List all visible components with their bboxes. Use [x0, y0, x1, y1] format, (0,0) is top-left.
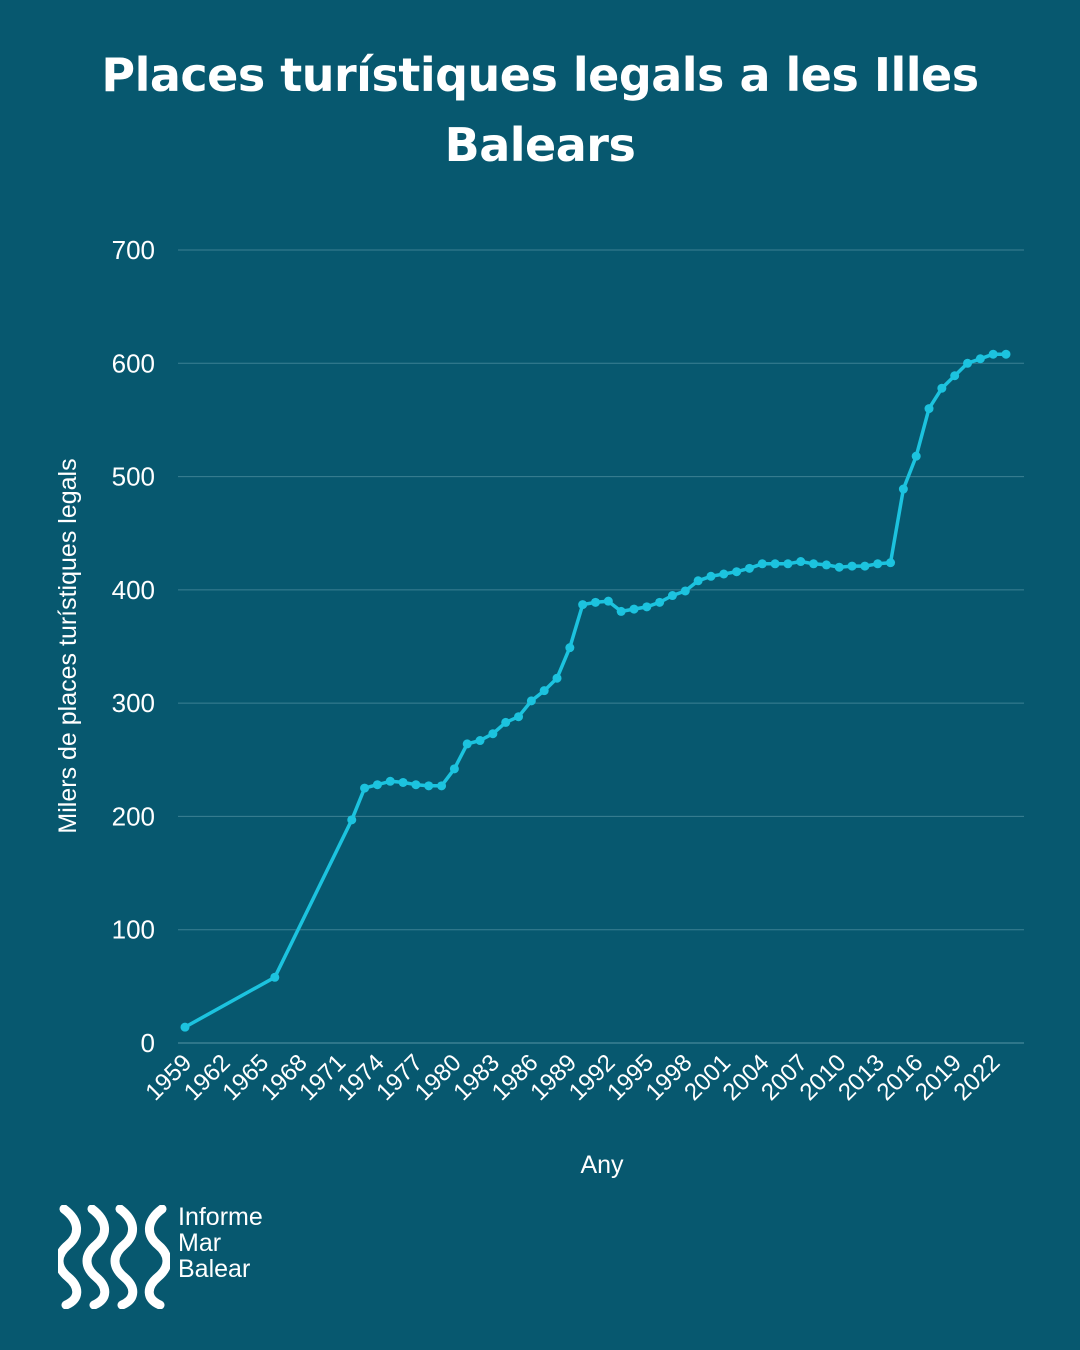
data-point	[642, 602, 652, 612]
data-point	[360, 783, 370, 793]
data-point	[924, 404, 934, 414]
data-point	[834, 562, 844, 572]
data-point	[424, 781, 434, 791]
series-points	[180, 349, 1011, 1032]
y-tick-label: 500	[112, 462, 155, 492]
data-point	[886, 558, 896, 568]
data-point	[809, 559, 819, 569]
data-point	[501, 717, 511, 727]
data-point	[950, 371, 960, 381]
y-tick-label: 0	[141, 1028, 155, 1058]
data-point	[180, 1022, 190, 1032]
data-point	[449, 764, 459, 774]
chart-title: Places turístiques legals a les Illes Ba…	[101, 48, 979, 172]
y-tick-label: 300	[112, 688, 155, 718]
data-point	[565, 643, 575, 653]
y-tick-label: 700	[112, 235, 155, 265]
data-point	[873, 559, 883, 569]
data-point	[898, 484, 908, 494]
data-point	[398, 777, 408, 787]
y-tick-label: 100	[112, 915, 155, 945]
data-point	[514, 712, 524, 722]
waves-logo-icon	[58, 1205, 170, 1309]
data-point	[732, 567, 742, 577]
data-point	[744, 563, 754, 573]
data-point	[488, 729, 498, 739]
data-point	[847, 561, 857, 571]
x-axis-label: Any	[580, 1151, 624, 1179]
series-line	[183, 352, 1008, 1029]
data-point	[462, 739, 472, 749]
data-point	[411, 780, 421, 790]
data-point	[347, 815, 357, 825]
y-tick-label: 600	[112, 348, 155, 378]
data-point	[770, 559, 780, 569]
y-axis-label: Milers de places turístiques legals	[54, 458, 82, 833]
brand-line-1: Informe	[178, 1203, 263, 1231]
data-point	[591, 597, 600, 607]
data-point	[963, 358, 973, 368]
data-point	[667, 591, 677, 601]
data-point	[988, 349, 998, 359]
data-point	[975, 354, 985, 364]
data-point	[860, 561, 870, 571]
data-point	[706, 571, 716, 581]
data-point	[693, 576, 703, 586]
data-point	[757, 559, 767, 569]
y-tick-label: 200	[112, 801, 155, 831]
data-point	[719, 569, 729, 579]
data-point	[552, 673, 562, 683]
data-point	[616, 606, 626, 616]
data-point	[680, 586, 690, 596]
gridlines	[178, 249, 1024, 1044]
data-point	[475, 736, 485, 746]
data-point	[526, 696, 536, 706]
brand-line-2: Mar	[178, 1229, 222, 1257]
data-point	[385, 776, 395, 786]
data-point	[796, 557, 806, 567]
data-point	[539, 686, 549, 696]
x-tick-label: 2022	[949, 1049, 1006, 1106]
y-axis-ticks: 0 100 200 300 400 500 600 700	[112, 235, 155, 1058]
data-point	[1001, 349, 1011, 359]
data-point	[603, 596, 613, 606]
data-point	[655, 597, 665, 607]
data-point	[821, 560, 831, 570]
data-point	[578, 600, 588, 610]
data-point	[783, 559, 793, 569]
data-point	[937, 383, 947, 393]
y-tick-label: 400	[112, 575, 155, 605]
data-point	[911, 451, 921, 461]
data-point	[372, 780, 382, 790]
line-chart: 0 100 200 300 400 500 600 700 19591962196519681…	[54, 235, 1024, 1179]
data-point	[437, 781, 447, 791]
data-point	[270, 972, 280, 982]
data-point	[629, 604, 639, 614]
brand-line-3: Balear	[178, 1255, 251, 1283]
x-axis-ticks: 1959196219651968197119741977198019831986…	[140, 1049, 1005, 1106]
brand-name: Informe Mar Balear	[178, 1204, 263, 1282]
